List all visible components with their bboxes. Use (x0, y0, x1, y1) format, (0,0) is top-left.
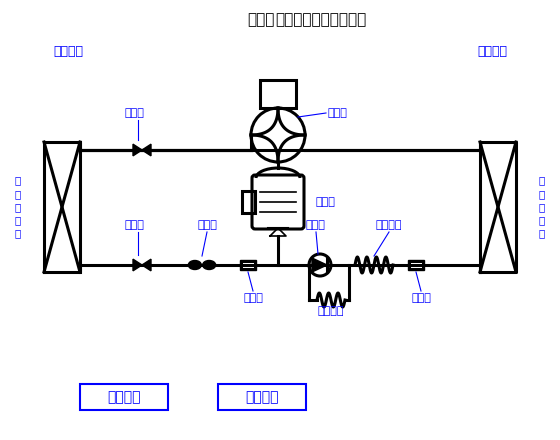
Bar (218, 384, 306, 410)
Bar (260, 80, 296, 108)
Text: 室
外
换
热
器: 室 外 换 热 器 (539, 176, 545, 238)
Polygon shape (142, 259, 151, 271)
Text: 截止阀: 截止阀 (124, 220, 144, 230)
Bar (240, 260, 256, 270)
Text: 止回阀: 止回阀 (305, 220, 325, 230)
Polygon shape (312, 258, 327, 272)
Bar (408, 260, 424, 270)
Text: 副毛细管: 副毛细管 (318, 306, 344, 316)
Text: 消声器: 消声器 (197, 220, 217, 230)
Text: 室
内
换
热
器: 室 内 换 热 器 (15, 176, 21, 238)
Bar (80, 384, 168, 410)
Text: 换向器: 换向器 (328, 108, 348, 118)
Text: 分体挂壁机工作原理图: 分体挂壁机工作原理图 (275, 12, 366, 27)
Ellipse shape (188, 260, 202, 269)
Text: 过滤器: 过滤器 (411, 293, 431, 303)
Text: 过滤器: 过滤器 (243, 293, 263, 303)
Bar (242, 263, 254, 268)
Text: 制热工况: 制热工况 (245, 390, 279, 404)
Text: 热泵型: 热泵型 (248, 12, 275, 27)
Circle shape (309, 254, 331, 276)
Text: 室外机组: 室外机组 (477, 45, 507, 58)
Text: 制冷工况: 制冷工况 (108, 390, 141, 404)
Text: 压缩机: 压缩机 (316, 197, 336, 207)
Text: 截止阀: 截止阀 (124, 108, 144, 118)
Polygon shape (133, 259, 142, 271)
Text: 室内机组: 室内机组 (53, 45, 83, 58)
Bar (242, 191, 255, 213)
Ellipse shape (203, 260, 216, 269)
Bar (410, 263, 422, 268)
Text: 主毛细管: 主毛细管 (376, 220, 402, 230)
Polygon shape (142, 144, 151, 156)
Polygon shape (133, 144, 142, 156)
